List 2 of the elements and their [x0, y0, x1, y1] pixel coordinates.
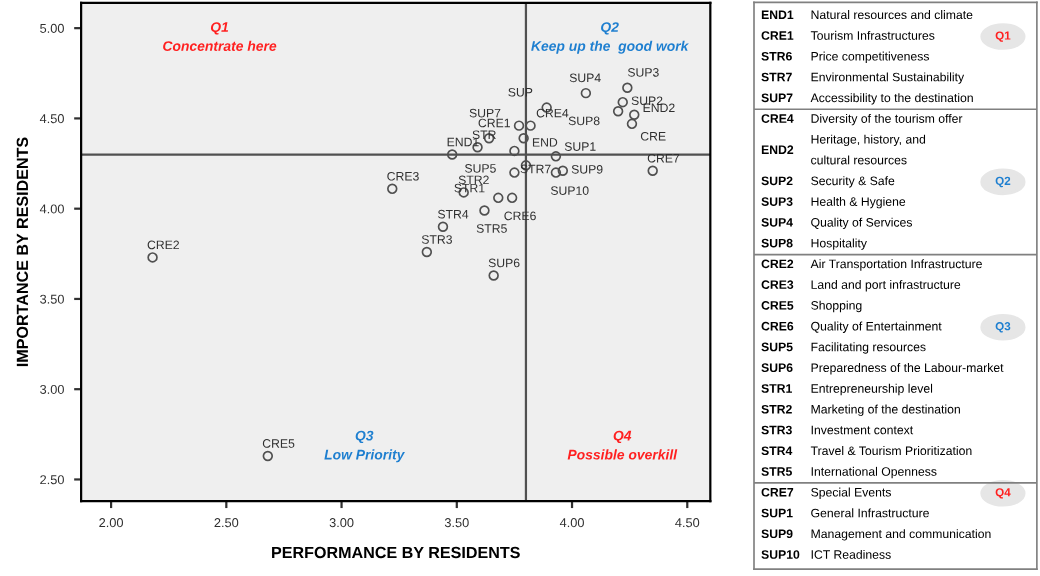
x-axis-title: PERFORMANCE BY RESIDENTS: [272, 546, 520, 559]
y-axis-title: IMPORTANCE BY RESIDENTS: [16, 137, 29, 367]
